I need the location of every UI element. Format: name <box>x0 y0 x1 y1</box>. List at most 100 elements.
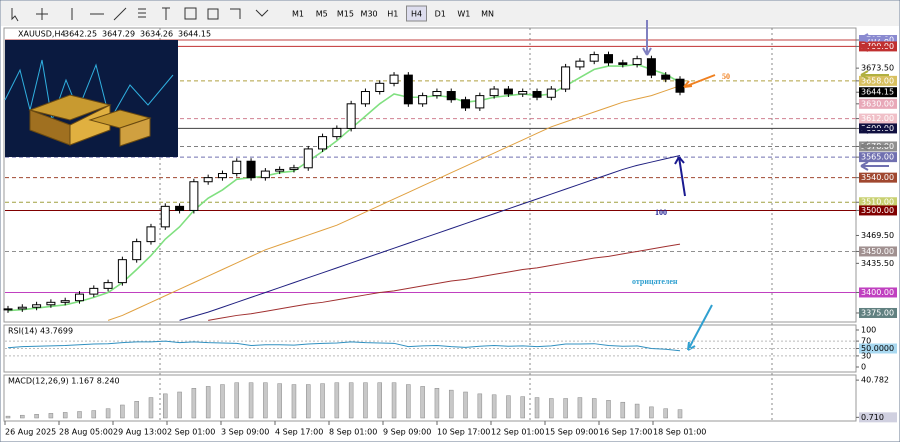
candle <box>189 181 199 211</box>
candle <box>303 148 313 169</box>
price-label-bg <box>859 246 897 257</box>
candle <box>461 99 471 109</box>
timeframe-button[interactable]: W1 <box>457 10 470 19</box>
histogram-bar <box>391 382 397 419</box>
timeframe-button[interactable]: MN <box>481 10 494 19</box>
timeframe-button[interactable]: D1 <box>435 10 446 19</box>
y-tick-label: 0 <box>861 363 866 372</box>
y-tick-label: 3644.15 <box>861 88 894 97</box>
x-tick-label: 8 Sep 01:00 <box>329 428 377 437</box>
toolbar-icons <box>11 7 269 22</box>
x-tick-label: 12 Sep 01:00 <box>491 428 544 437</box>
macd-pane <box>3 374 857 422</box>
histogram-bar <box>148 397 154 419</box>
moving-average <box>107 85 681 321</box>
annotation: отрицателен <box>632 277 678 286</box>
y-tick-label: 3540.00 <box>861 173 894 182</box>
price-label-bg <box>859 205 897 216</box>
ohlc-value: 3644.15 <box>178 30 211 39</box>
price-label-bg <box>859 172 897 183</box>
candle <box>103 282 113 289</box>
histogram-bar <box>191 388 197 419</box>
level-label-bg <box>859 412 897 423</box>
candle <box>160 205 170 228</box>
price-label-bg <box>859 75 897 86</box>
histogram-bar <box>477 393 483 419</box>
candle <box>360 91 370 105</box>
candle <box>546 88 556 98</box>
annotation-arrows <box>642 20 889 351</box>
histogram-bar <box>606 400 611 419</box>
histogram-bar <box>334 382 340 419</box>
histogram-bar <box>62 412 68 419</box>
histogram-bar <box>420 386 425 419</box>
crosshair-icon[interactable] <box>36 8 48 20</box>
candle <box>332 127 342 138</box>
x-tick-label: 15 Sep 09:00 <box>545 428 598 437</box>
histogram-bar <box>620 401 626 419</box>
candle <box>17 306 27 310</box>
histogram-bar <box>549 398 554 419</box>
x-tick-label: 3 Sep 09:00 <box>221 428 269 437</box>
histogram-bar <box>377 382 382 419</box>
price-label-bg <box>859 197 897 208</box>
y-tick-label: 50.0000 <box>861 344 894 353</box>
timeframe-button[interactable]: H4 <box>411 10 422 19</box>
y-tick-label: 3612.00 <box>861 114 894 123</box>
trend-icon[interactable] <box>113 7 127 21</box>
rsi-title: RSI(14) 43.7699 <box>8 327 73 336</box>
x-tick-label: 28 Aug 05:00 <box>59 428 113 437</box>
histogram-bar <box>291 384 297 419</box>
y-tick-label: 3435.50 <box>861 259 894 268</box>
timeframe-button[interactable]: H1 <box>387 10 398 19</box>
candle <box>89 287 99 295</box>
histogram-bar <box>463 391 468 419</box>
vline-icon[interactable] <box>68 8 73 20</box>
candle <box>675 78 685 93</box>
price-label-bg <box>859 35 897 46</box>
arrow-icon[interactable] <box>230 8 241 19</box>
candle <box>503 88 513 95</box>
histogram-bar <box>91 410 97 419</box>
candle <box>132 241 142 261</box>
histogram-bar <box>591 398 597 419</box>
shapes-icon[interactable] <box>207 8 219 20</box>
candle <box>175 205 185 211</box>
more-icon[interactable] <box>255 9 269 17</box>
histogram-bar <box>134 401 139 419</box>
timeframe-button[interactable]: M1 <box>292 10 304 19</box>
candle <box>575 60 585 68</box>
histogram-bar <box>34 414 39 419</box>
histogram-bar <box>448 389 454 419</box>
x-tick-label: 29 Aug 13:00 <box>113 428 167 437</box>
price-label-bg <box>859 287 897 298</box>
y-tick-label: 3450.00 <box>861 247 894 256</box>
candle <box>246 160 256 179</box>
fibo-icon[interactable] <box>138 8 146 18</box>
cursor-icon[interactable] <box>11 8 19 22</box>
candle <box>446 91 456 101</box>
histogram-bar <box>205 386 211 419</box>
candle <box>518 91 528 95</box>
timeframe-button[interactable]: M30 <box>361 10 378 19</box>
label-icon[interactable] <box>184 7 197 20</box>
candle <box>618 62 628 65</box>
candle <box>418 95 428 105</box>
price-label-bg <box>859 98 897 109</box>
candle <box>432 91 442 97</box>
rsi-line <box>7 340 681 352</box>
histogram-bar <box>248 382 254 419</box>
y-tick-label: 3400.00 <box>861 288 894 297</box>
text-icon[interactable] <box>162 7 170 20</box>
thumbnail <box>5 40 178 157</box>
histogram-bar <box>277 383 282 419</box>
y-tick-label: 0.710 <box>861 413 884 422</box>
y-tick-label: 3630.00 <box>861 99 894 108</box>
x-tick-label: 4 Sep 17:00 <box>275 428 323 437</box>
histogram-bar <box>120 404 125 419</box>
timeframe-button[interactable]: M15 <box>337 10 354 19</box>
candle <box>232 160 242 175</box>
timeframe-button[interactable]: M5 <box>316 10 328 19</box>
histogram-bar <box>220 384 225 419</box>
